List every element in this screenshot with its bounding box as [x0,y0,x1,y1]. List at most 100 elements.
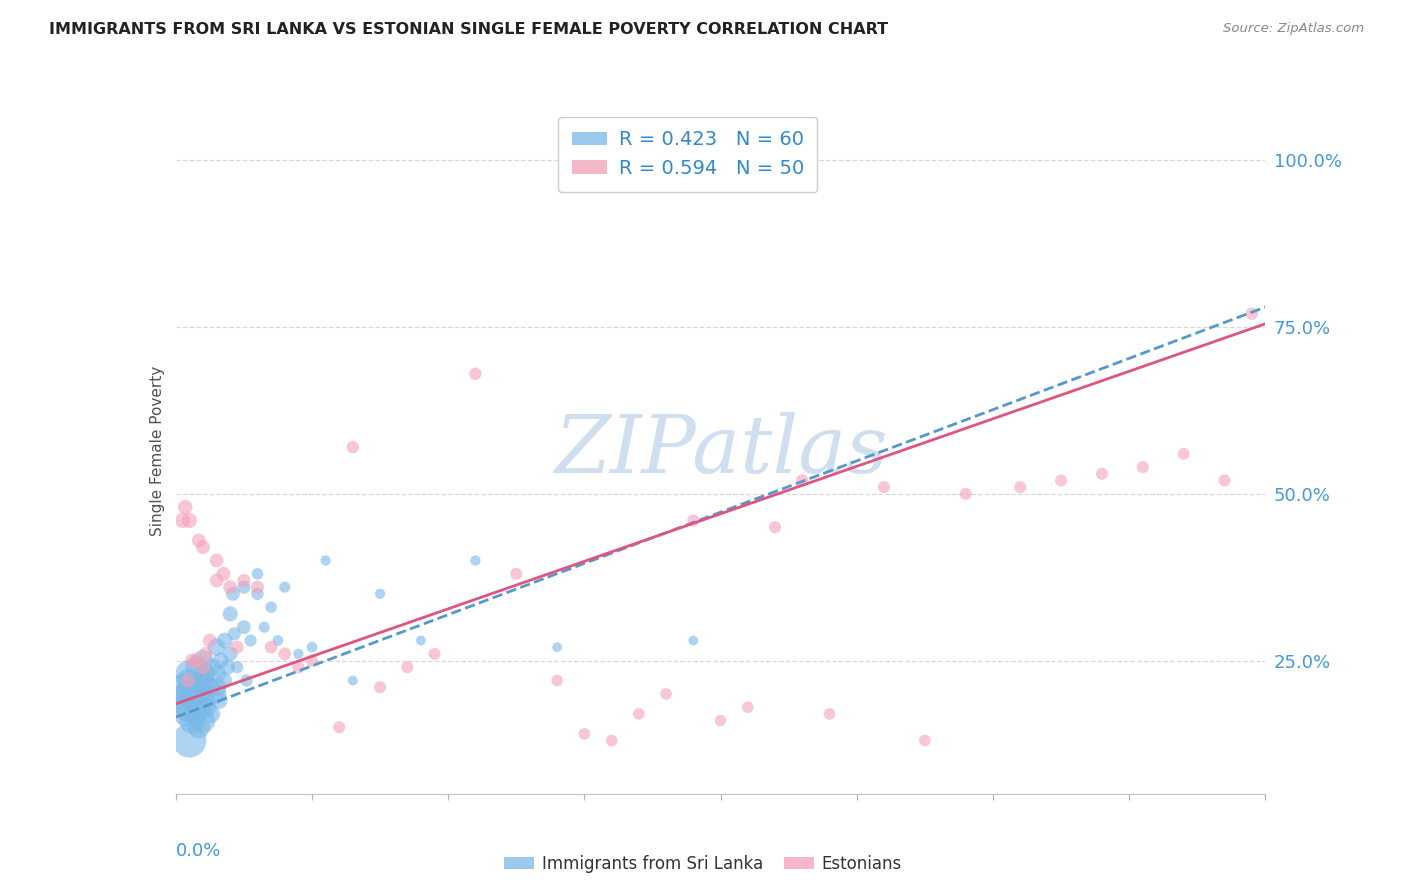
Point [191,653,214,667]
Point [200,706,222,721]
Point [207,680,229,694]
Point [287,660,309,674]
Point [682,633,704,648]
Point [172,693,194,707]
Point [1240,307,1263,321]
Point [181,714,204,728]
Point [627,706,650,721]
Point [260,600,283,615]
Point [253,620,276,634]
Point [205,553,228,567]
Point [173,680,195,694]
Point [209,653,232,667]
Point [174,500,197,515]
Y-axis label: Single Female Poverty: Single Female Poverty [149,366,165,535]
Point [546,640,568,655]
Point [205,640,228,655]
Text: ZIPatlas: ZIPatlas [554,412,887,489]
Point [328,720,350,734]
Point [274,647,297,661]
Point [195,700,218,714]
Point [232,574,254,588]
Point [205,574,228,588]
Point [194,666,217,681]
Point [301,653,323,667]
Point [186,693,208,707]
Point [224,627,246,641]
Point [194,647,217,661]
Point [172,513,194,527]
Point [287,647,309,661]
Point [219,607,242,621]
Point [179,700,201,714]
Point [222,587,245,601]
Point [198,633,221,648]
Point [219,580,242,594]
Point [179,733,201,747]
Point [546,673,568,688]
Point [186,660,208,674]
Point [396,660,419,674]
Point [184,706,207,721]
Point [191,673,214,688]
Point [342,673,364,688]
Point [208,693,231,707]
Point [301,640,323,655]
Point [955,487,977,501]
Point [219,647,242,661]
Point [246,580,269,594]
Legend: R = 0.423   N = 60, R = 0.594   N = 50: R = 0.423 N = 60, R = 0.594 N = 50 [558,117,817,192]
Point [737,700,759,714]
Point [1213,474,1236,488]
Point [201,660,224,674]
Text: IMMIGRANTS FROM SRI LANKA VS ESTONIAN SINGLE FEMALE POVERTY CORRELATION CHART: IMMIGRANTS FROM SRI LANKA VS ESTONIAN SI… [49,22,889,37]
Point [188,673,211,688]
Point [179,513,201,527]
Point [205,687,228,701]
Point [187,720,209,734]
Point [190,700,212,714]
Point [1010,480,1032,494]
Point [179,666,201,681]
Point [186,680,209,694]
Point [792,474,814,488]
Point [226,660,249,674]
Point [232,580,254,594]
Point [186,653,208,667]
Point [183,687,205,701]
Point [177,673,200,688]
Point [176,687,198,701]
Point [574,727,596,741]
Point [191,687,214,701]
Point [763,520,786,534]
Point [246,566,269,581]
Point [682,513,704,527]
Point [217,660,239,674]
Point [342,440,364,454]
Point [409,633,432,648]
Point [505,566,527,581]
Point [177,673,200,688]
Point [267,633,290,648]
Point [193,693,215,707]
Point [239,633,262,648]
Text: Source: ZipAtlas.com: Source: ZipAtlas.com [1223,22,1364,36]
Point [423,647,446,661]
Point [368,680,391,694]
Point [464,553,486,567]
Point [212,566,235,581]
Point [214,633,236,648]
Point [198,680,221,694]
Point [1050,474,1073,488]
Point [1091,467,1114,481]
Point [191,540,214,554]
Point [464,367,486,381]
Point [600,733,623,747]
Point [235,673,257,688]
Point [205,666,228,681]
Point [873,480,896,494]
Point [1132,460,1154,475]
Point [818,706,841,721]
Point [315,553,337,567]
Point [174,706,197,721]
